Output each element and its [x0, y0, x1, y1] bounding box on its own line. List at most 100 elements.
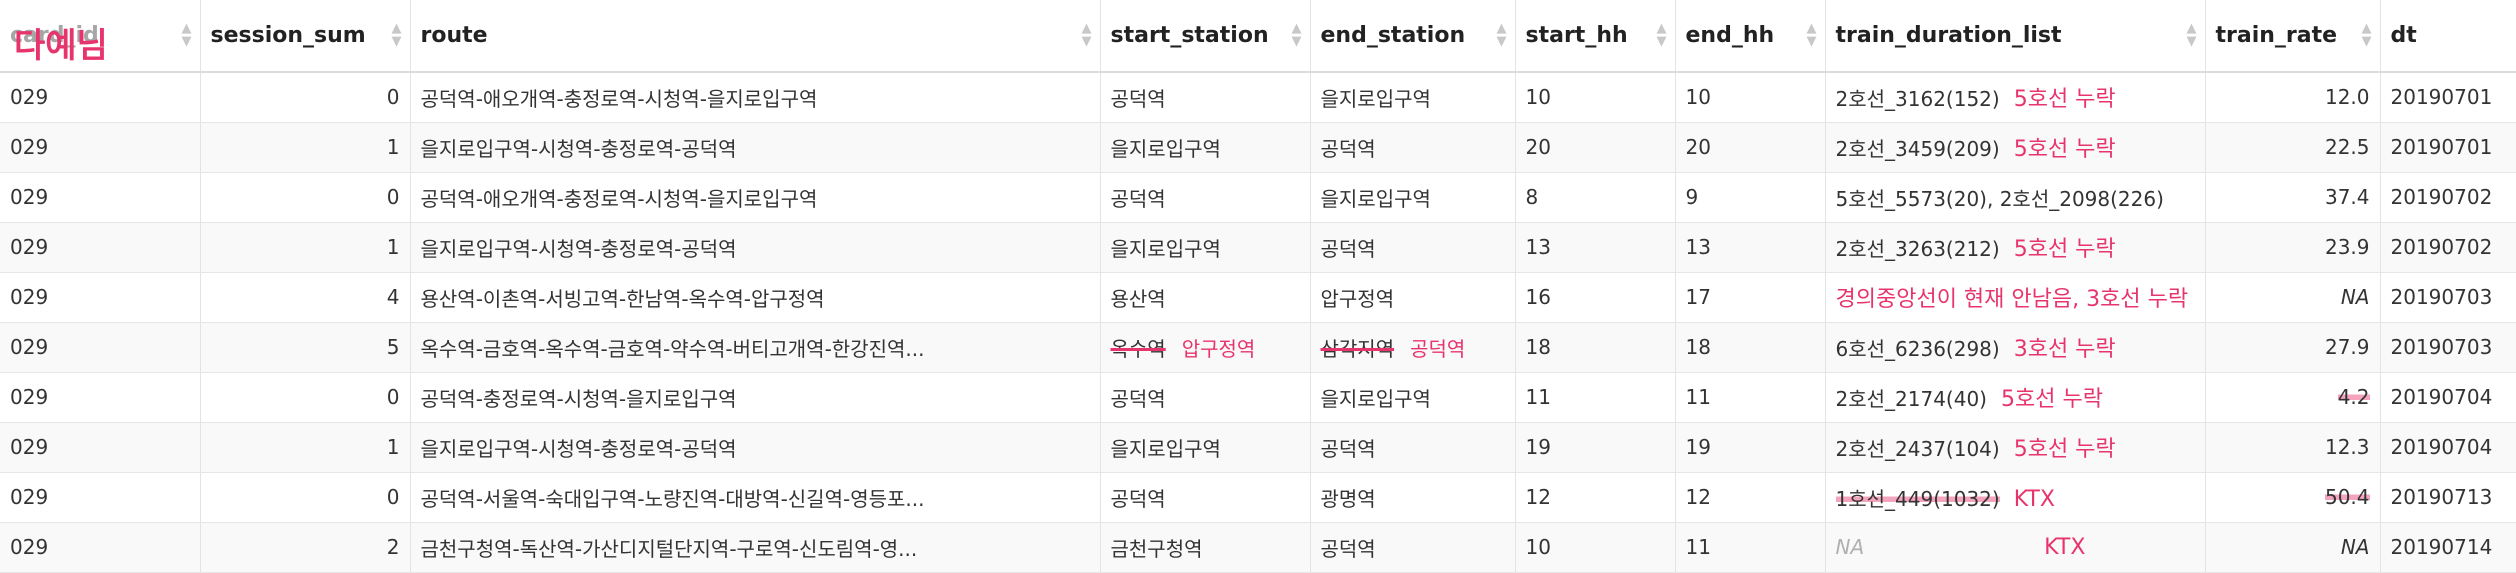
- cell-dt: 20190704: [2380, 372, 2516, 423]
- cell-end-hh: 19: [1675, 422, 1826, 473]
- cell-end-station: 을지로입구역: [1310, 172, 1516, 223]
- cell-train-duration-list: 2호선_2437(104) 5호선 누락: [1825, 422, 2206, 473]
- cell-session-sum: 0: [200, 472, 411, 523]
- cell-session-sum: 1: [200, 422, 411, 473]
- cell-start-hh: 18: [1515, 322, 1676, 373]
- cell-start-hh: 10: [1515, 72, 1676, 123]
- cell-train-rate: 23.9: [2205, 222, 2381, 273]
- cell-card-id: 029: [0, 72, 201, 123]
- cell-start-station: 용산역: [1100, 272, 1311, 323]
- cell-dt: 20190703: [2380, 322, 2516, 373]
- cell-train-rate: NA: [2205, 522, 2381, 573]
- column-header-route[interactable]: route ▲ ▼: [410, 0, 1101, 73]
- annotation-note: 5호선 누락: [2013, 237, 2116, 262]
- cell-end-hh: 11: [1675, 372, 1826, 423]
- column-header-end-hh[interactable]: end_hh ▲ ▼: [1675, 0, 1826, 73]
- cell-train-duration-list: 2호선_2174(40) 5호선 누락: [1825, 372, 2206, 423]
- cell-start-hh: 12: [1515, 472, 1676, 523]
- cell-session-sum: 4: [200, 272, 411, 323]
- cell-start-station: 을지로입구역: [1100, 422, 1311, 473]
- cell-route: 을지로입구역-시청역-충정로역-공덕역: [410, 222, 1101, 273]
- cell-card-id: 029: [0, 522, 201, 573]
- cell-dt: 20190702: [2380, 222, 2516, 273]
- cell-start-hh: 16: [1515, 272, 1676, 323]
- cell-start-hh: 19: [1515, 422, 1676, 473]
- cell-end-station: 을지로입구역: [1310, 372, 1516, 423]
- column-header-session-sum[interactable]: session_sum ▲ ▼: [200, 0, 411, 73]
- table-row: 029 0 공덕역-서울역-숙대입구역-노량진역-대방역-신길역-영등포... …: [0, 472, 2516, 523]
- header-row: card_id▲▼ session_sum▲▼ route▲▼ start_st…: [0, 0, 2516, 73]
- column-header-dt[interactable]: dt: [2380, 0, 2516, 73]
- column-header-end-station[interactable]: end_station ▲ ▼: [1310, 0, 1516, 73]
- cell-train-duration-list: 2호선_3263(212) 5호선 누락: [1825, 222, 2206, 273]
- cell-train-rate: 22.5: [2205, 122, 2381, 173]
- cell-dt: 20190702: [2380, 172, 2516, 223]
- annotation-note: 5호선 누락: [2013, 87, 2116, 113]
- sort-icon[interactable]: ▲ ▼: [1806, 21, 1817, 49]
- cell-end-station: 공덕역: [1310, 222, 1516, 273]
- cell-card-id: 029: [0, 222, 201, 273]
- cell-card-id: 029: [0, 422, 201, 473]
- column-header-train-rate[interactable]: train_rate ▲ ▼: [2205, 0, 2381, 73]
- sort-icon[interactable]: ▲ ▼: [1656, 21, 1667, 49]
- cell-end-hh: 11: [1675, 522, 1826, 573]
- cell-end-hh: 9: [1675, 172, 1826, 223]
- cell-start-station: 공덕역: [1100, 172, 1311, 223]
- cell-train-rate: 12.0: [2205, 72, 2381, 123]
- table-row: 029 1 을지로입구역-시청역-충정로역-공덕역 을지로입구역 공덕역 13 …: [0, 222, 2516, 273]
- table-row: 029 0 공덕역-애오개역-충정로역-시청역-을지로입구역 공덕역 을지로입구…: [0, 72, 2516, 123]
- cell-end-station: 을지로입구역: [1310, 72, 1516, 123]
- cell-route: 옥수역-금호역-옥수역-금호역-약수역-버티고개역-한강진역...: [410, 322, 1101, 373]
- cell-end-station: 공덕역: [1310, 522, 1516, 573]
- cell-train-duration-list: 2호선_3459(209) 5호선 누락: [1825, 122, 2206, 173]
- sort-icon[interactable]: ▲ ▼: [1291, 21, 1302, 49]
- cell-end-hh: 20: [1675, 122, 1826, 173]
- table-row: 029 5 옥수역-금호역-옥수역-금호역-약수역-버티고개역-한강진역... …: [0, 322, 2516, 373]
- table-row: 029 2 금천구청역-독산역-가산디지털단지역-구로역-신도림역-영... 금…: [0, 522, 2516, 573]
- sort-icon[interactable]: ▲ ▼: [2361, 21, 2372, 49]
- cell-session-sum: 2: [200, 522, 411, 573]
- annotation-note: 공덕역: [1410, 336, 1466, 361]
- cell-train-rate: 27.9: [2205, 322, 2381, 373]
- cell-end-hh: 12: [1675, 472, 1826, 523]
- sort-icon[interactable]: ▲ ▼: [391, 21, 402, 49]
- cell-train-duration-list: 5호선_5573(20), 2호선_2098(226): [1825, 172, 2206, 223]
- cell-train-duration-list: 1호선_449(1032) KTX: [1825, 472, 2206, 523]
- cell-start-hh: 13: [1515, 222, 1676, 273]
- sort-icon[interactable]: ▲ ▼: [1496, 21, 1507, 49]
- annotation-note: 5호선 누락: [2013, 137, 2116, 162]
- cell-train-rate: NA: [2205, 272, 2381, 323]
- cell-start-station: 공덕역: [1100, 472, 1311, 523]
- sort-icon[interactable]: ▲ ▼: [2186, 21, 2197, 49]
- cell-train-duration-list: 2호선_3162(152) 5호선 누락: [1825, 72, 2206, 123]
- column-header-start-station[interactable]: start_station ▲ ▼: [1100, 0, 1311, 73]
- annotation-note: 3호선 누락: [2013, 337, 2116, 362]
- cell-route: 공덕역-애오개역-충정로역-시청역-을지로입구역: [410, 172, 1101, 223]
- cell-train-duration-list: 6호선_6236(298) 3호선 누락: [1825, 322, 2206, 373]
- cell-end-hh: 17: [1675, 272, 1826, 323]
- cell-start-station: 을지로입구역: [1100, 122, 1311, 173]
- cell-start-hh: 8: [1515, 172, 1676, 223]
- sort-icon[interactable]: ▲ ▼: [181, 21, 192, 49]
- table-row: 029 1 을지로입구역-시청역-충정로역-공덕역 을지로입구역 공덕역 19 …: [0, 422, 2516, 473]
- cell-card-id: 029: [0, 322, 201, 373]
- cell-end-station: 압구정역: [1310, 272, 1516, 323]
- table-row: 029 0 공덕역-애오개역-충정로역-시청역-을지로입구역 공덕역 을지로입구…: [0, 172, 2516, 223]
- cell-session-sum: 0: [200, 372, 411, 423]
- sort-icon[interactable]: ▲ ▼: [1081, 21, 1092, 49]
- cell-dt: 20190704: [2380, 422, 2516, 473]
- column-header-train-duration-list[interactable]: train_duration_list ▲ ▼: [1825, 0, 2206, 73]
- cell-session-sum: 0: [200, 72, 411, 123]
- column-header-start-hh[interactable]: start_hh ▲ ▼: [1515, 0, 1676, 73]
- table-row: 029 0 공덕역-충정로역-시청역-을지로입구역 공덕역 을지로입구역 11 …: [0, 372, 2516, 423]
- annotation-note: 5호선 누락: [2000, 387, 2103, 412]
- cell-end-station: 공덕역: [1310, 422, 1516, 473]
- cell-route: 공덕역-애오개역-충정로역-시청역-을지로입구역: [410, 72, 1101, 123]
- cell-dt: 20190701: [2380, 72, 2516, 123]
- cell-card-id: 029: [0, 172, 201, 223]
- cell-start-station: 금천구청역: [1100, 522, 1311, 573]
- cell-route: 공덕역-충정로역-시청역-을지로입구역: [410, 372, 1101, 423]
- table-row: 029 1 을지로입구역-시청역-충정로역-공덕역 을지로입구역 공덕역 20 …: [0, 122, 2516, 173]
- cell-session-sum: 5: [200, 322, 411, 373]
